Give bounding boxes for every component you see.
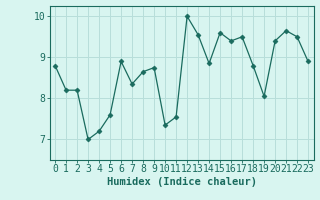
X-axis label: Humidex (Indice chaleur): Humidex (Indice chaleur) — [107, 177, 257, 187]
